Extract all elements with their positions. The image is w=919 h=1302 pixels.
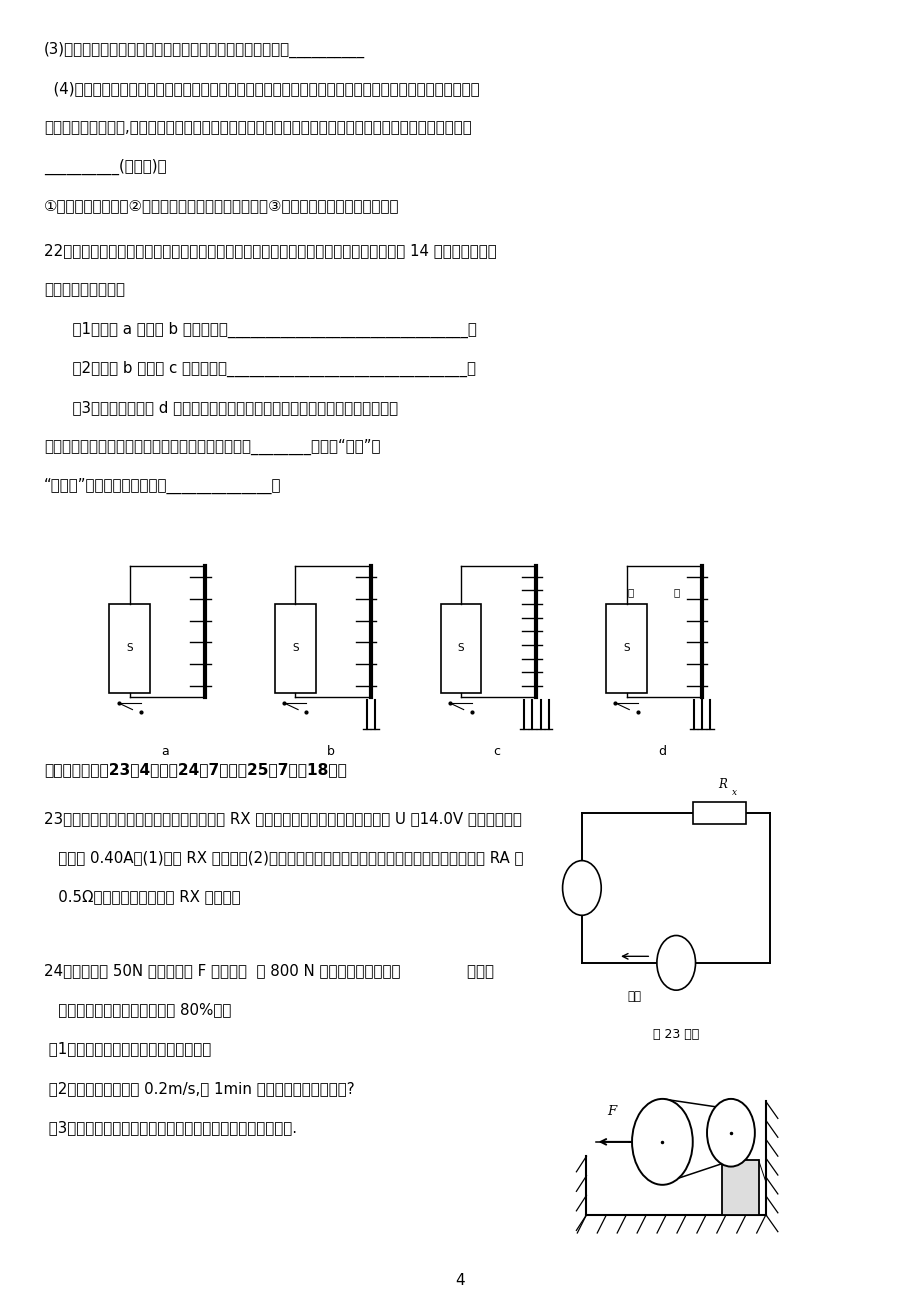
Circle shape	[707, 1099, 754, 1167]
Text: ①测量物体的长度；②用伏安法测量定值电阻的阻值；③探究重力大小与质量的关系。: ①测量物体的长度；②用伏安法测量定值电阻的阻值；③探究重力大小与质量的关系。	[44, 198, 399, 214]
Text: S: S	[457, 643, 464, 654]
Text: 示数为 0.40A。(1)计算 RX 的阻值；(2)实际上，电流表是有电阻的，如果考虑到电流表的电阻 RA 为: 示数为 0.40A。(1)计算 RX 的阻值；(2)实际上，电流表是有电阻的，如…	[44, 850, 523, 866]
Text: （1）实验 a 与实验 b 相比较说明________________________________。: （1）实验 a 与实验 b 相比较说明_____________________…	[44, 322, 477, 337]
Bar	[692, 802, 745, 824]
Circle shape	[562, 861, 601, 915]
Text: S: S	[291, 643, 299, 654]
Text: （1）物体与地面间滑动摩擦力为多大？: （1）物体与地面间滑动摩擦力为多大？	[44, 1042, 211, 1057]
Text: F: F	[607, 1105, 617, 1118]
Text: V: V	[672, 958, 679, 967]
Bar	[275, 604, 315, 693]
Bar	[440, 604, 481, 693]
Text: R: R	[717, 779, 726, 790]
Bar	[109, 604, 150, 693]
Text: 4: 4	[455, 1273, 464, 1289]
Text: 0.5Ω，计算这时待测电阻 RX 的阻值。: 0.5Ω，计算这时待测电阻 RX 的阻值。	[44, 889, 241, 905]
Bar	[721, 1160, 758, 1215]
Text: c: c	[493, 745, 500, 758]
Text: 甲: 甲	[627, 587, 632, 598]
Text: 23．我们可以用图示的电路图测量未知电阻 RX 的阻值．调节电路，当电压表示数 U 为14.0V 时，电流表的: 23．我们可以用图示的电路图测量未知电阻 RX 的阻值．调节电路，当电压表示数 …	[44, 811, 521, 827]
Text: d: d	[658, 745, 665, 758]
Text: 线运动，滑轮组的机械效率为 80%，则: 线运动，滑轮组的机械效率为 80%，则	[44, 1003, 232, 1018]
Text: （2）若物体的速度为 0.2m/s,则 1min 内拉力做的功为多少焦?: （2）若物体的速度为 0.2m/s,则 1min 内拉力做的功为多少焦?	[44, 1081, 355, 1096]
Text: （3）小刚根据实验 d 中甲、乙两电磁铁出现的现象判断：外形相同的螺线管，: （3）小刚根据实验 d 中甲、乙两电磁铁出现的现象判断：外形相同的螺线管，	[44, 400, 398, 415]
Text: 乙: 乙	[673, 587, 678, 598]
Text: __________(填序号)。: __________(填序号)。	[44, 159, 166, 174]
Text: 第 23 题图: 第 23 题图	[652, 1029, 698, 1040]
Text: 情况中找到普遍规律,有的是为了求平均值以减小误差。你认为下列实验中多次测量的目的与本实验相同的是: 情况中找到普遍规律,有的是为了求平均值以减小误差。你认为下列实验中多次测量的目的…	[44, 120, 471, 135]
Circle shape	[656, 935, 695, 991]
Text: (3)上表中冬冬测得的三组数据，据此数据可得到的结论是：__________: (3)上表中冬冬测得的三组数据，据此数据可得到的结论是：__________	[44, 42, 365, 57]
Text: A: A	[577, 883, 585, 893]
Text: “不全面”），若不全面应补充______________。: “不全面”），若不全面应补充______________。	[44, 478, 281, 493]
Circle shape	[631, 1099, 692, 1185]
Text: 线圈的匝数越多，它的磁性就越强。你认为这个结论________（选填“全面”或: 线圈的匝数越多，它的磁性就越强。你认为这个结论________（选填“全面”或	[44, 439, 380, 454]
Text: 现象回答下列问题：: 现象回答下列问题：	[44, 283, 125, 298]
Text: 四、计算题（第23题4分，第24题7分，第25题7分共18分）: 四、计算题（第23题4分，第24题7分，第25题7分共18分）	[44, 762, 346, 777]
Text: a: a	[162, 745, 169, 758]
Text: 24．如图，在 50N 的水平拉力 F 作用下，  重 800 N 的物体沿水平地面做              匀速直: 24．如图，在 50N 的水平拉力 F 作用下， 重 800 N 的物体沿水平地…	[44, 963, 494, 979]
Text: 电源: 电源	[627, 990, 641, 1003]
Text: (4)本实验中测量了多组数据，爱思考的冬冬想到：在许多实验中都需要进行多次测量，有的是为了从不同: (4)本实验中测量了多组数据，爱思考的冬冬想到：在许多实验中都需要进行多次测量，…	[44, 81, 480, 96]
Text: （2）实验 b 与实验 c 相比较说明________________________________。: （2）实验 b 与实验 c 相比较说明_____________________…	[44, 361, 476, 376]
Text: S: S	[622, 643, 630, 654]
Text: 22．小刚为了探究电磁铁的磁性强弱与哪些因素有关，做了以下几次实验，实验现象如图 14 所示。根据图示: 22．小刚为了探究电磁铁的磁性强弱与哪些因素有关，做了以下几次实验，实验现象如图…	[44, 243, 496, 259]
Text: b: b	[327, 745, 335, 758]
Text: x: x	[731, 789, 736, 797]
Bar	[606, 604, 646, 693]
Text: S: S	[126, 643, 133, 654]
Text: （3）如果想用更小的力拉动重物，请你提出一条可行性建议.: （3）如果想用更小的力拉动重物，请你提出一条可行性建议.	[44, 1120, 297, 1135]
